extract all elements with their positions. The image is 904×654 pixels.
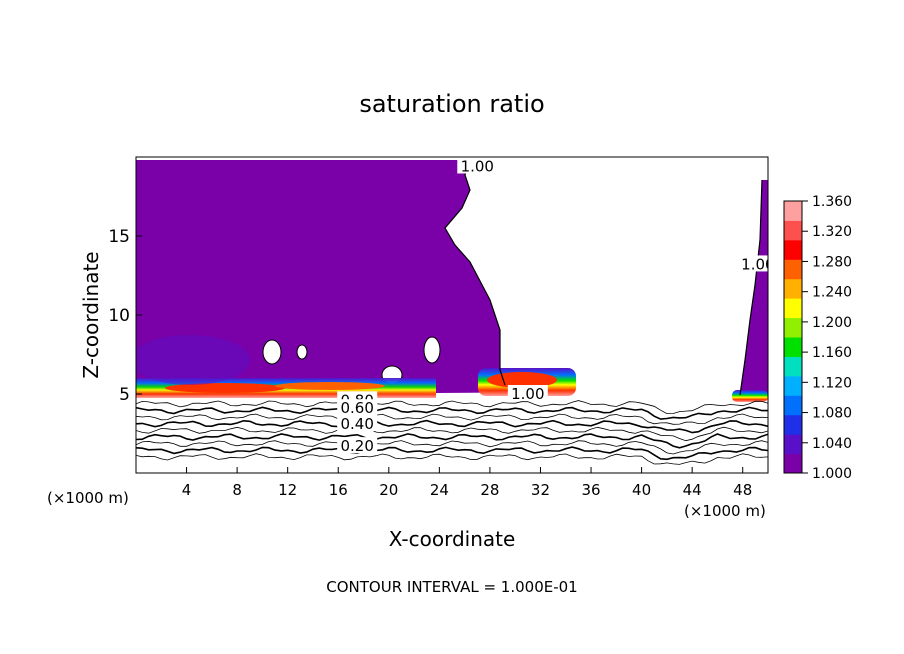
contour-line [136, 433, 768, 449]
colorbar-swatch [784, 298, 802, 319]
contour-line [136, 446, 768, 461]
x-tick-label: 36 [581, 481, 600, 499]
contour-label-bg [337, 437, 378, 454]
x-tick-label: 12 [278, 481, 297, 499]
contour-line [136, 419, 768, 434]
contour-label-bg [457, 157, 498, 174]
saturation-contour [739, 179, 763, 396]
y-tick-label: 15 [108, 227, 130, 247]
colorbar-tick-label: 1.240 [812, 285, 852, 301]
dry-pocket [423, 336, 441, 364]
contour-label: 0.20 [340, 437, 373, 455]
saturated-region [136, 160, 768, 395]
x-tick-label: 8 [232, 481, 242, 499]
contour-label-bg [737, 255, 768, 272]
contour-label-bg [507, 385, 548, 401]
supersaturation-core [275, 382, 385, 390]
contour-line [136, 413, 768, 425]
x-unit-label-left: (×1000 m) [47, 489, 129, 507]
chart-title: saturation ratio [359, 90, 544, 118]
x-tick-label: 20 [379, 481, 398, 499]
colorbar-tick-label: 1.120 [812, 375, 852, 391]
x-tick-label: 40 [632, 481, 651, 499]
colorbar-swatch [784, 356, 802, 377]
colorbar-tick-label: 1.080 [812, 406, 852, 422]
x-tick-label: 48 [733, 481, 752, 499]
y-tick-label: 10 [108, 306, 130, 326]
saturation-contour [444, 159, 506, 386]
contour-line [136, 440, 768, 455]
colorbar-tick-label: 1.040 [812, 436, 852, 452]
y-axis-label: Z-coordinate [79, 251, 103, 378]
colorbar-swatch [784, 395, 802, 416]
contour-labels: 1.001.001.000.800.600.400.20 [337, 157, 774, 455]
x-tick-label: 44 [683, 481, 702, 499]
x-tick-label: 32 [531, 481, 550, 499]
colorbar-tick-label: 1.280 [812, 254, 852, 270]
contour-label-bg [337, 415, 378, 432]
colorbar-swatches [784, 201, 802, 474]
contour-line [136, 406, 768, 420]
contour-label: 1.00 [461, 157, 494, 175]
x-tick-label: 4 [182, 481, 192, 499]
colorbar-swatch [784, 278, 802, 299]
x-unit-label-right: (×1000 m) [684, 502, 766, 520]
colorbar-swatch [784, 337, 802, 357]
colorbar-swatch [784, 453, 802, 474]
contour-label: 1.00 [511, 385, 544, 403]
supersaturation-core [165, 383, 285, 393]
colorbar-swatch [784, 434, 802, 455]
plot-area: 1.001.001.000.800.600.400.20 [136, 157, 774, 473]
colorbar-tick-label: 1.200 [812, 315, 852, 331]
contour-line [136, 426, 768, 442]
contour-label: 0.40 [340, 415, 373, 433]
contour-lines [136, 400, 768, 465]
colorbar-swatch [784, 317, 802, 338]
x-axis-ticks: 4 8 12 16 20 24 28 32 36 40 44 48 [182, 467, 752, 499]
colorbar: 1.360 1.320 1.280 1.240 1.200 1.160 1.120 1.080… [783, 194, 852, 482]
colorbar-swatch [784, 201, 802, 221]
contour-label: 0.60 [340, 399, 373, 417]
colorbar-tick-label: 1.320 [812, 224, 852, 240]
x-tick-label: 16 [329, 481, 348, 499]
colorbar-tick-label: 1.000 [812, 466, 852, 482]
contour-label: 1.00 [741, 255, 774, 273]
colorbar-tick-label: 1.360 [812, 194, 852, 210]
haze-region [136, 335, 250, 385]
supersaturation-band [732, 390, 768, 402]
colorbar-swatch [784, 220, 802, 241]
colorbar-swatch [784, 259, 802, 280]
y-tick-label: 5 [119, 385, 130, 405]
x-tick-label: 28 [480, 481, 499, 499]
colorbar-swatch [784, 414, 802, 435]
y-axis-ticks: 5 10 15 [108, 227, 142, 405]
x-axis-label: X-coordinate [389, 527, 516, 551]
colorbar-tick-label: 1.160 [812, 345, 852, 361]
colorbar-frame [783, 200, 803, 474]
colorbar-ticks: 1.360 1.320 1.280 1.240 1.200 1.160 1.120 1.080… [802, 194, 852, 482]
colorbar-swatch [784, 375, 802, 396]
colorbar-swatch [784, 239, 802, 260]
contour-interval-note: CONTOUR INTERVAL = 1.000E-01 [326, 578, 577, 596]
dry-pocket [262, 339, 282, 365]
contour-label-bg [337, 399, 378, 416]
x-tick-label: 24 [430, 481, 449, 499]
contour-line [136, 453, 768, 465]
dry-pocket [296, 344, 308, 360]
contour-line [136, 400, 768, 415]
